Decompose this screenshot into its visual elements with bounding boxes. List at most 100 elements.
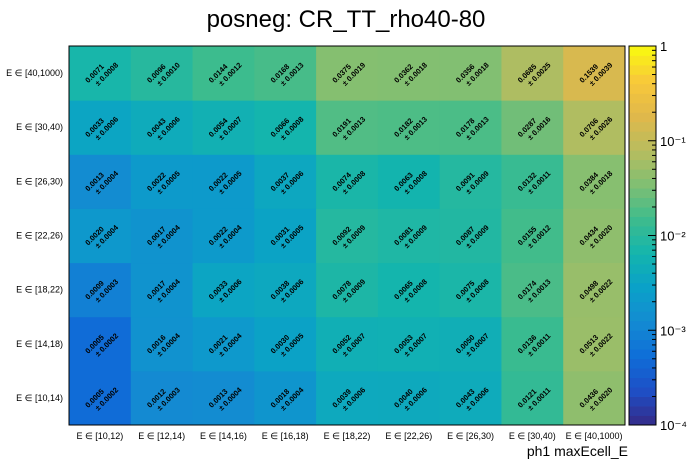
heatmap-cell: [316, 262, 379, 318]
x-tick-label: E ∈ [14,16): [200, 431, 247, 441]
colorbar-band: [629, 244, 656, 255]
colorbar-band: [629, 55, 656, 66]
colorbar-tick-label: 10⁻²: [660, 229, 686, 244]
heatmap-cell: [69, 46, 132, 101]
colorbar-band: [629, 150, 656, 161]
x-tick-label: E ∈ [12,14): [138, 431, 185, 441]
colorbar-band: [629, 263, 656, 274]
heatmap-cell: [563, 154, 626, 209]
colorbar-band: [629, 83, 656, 94]
heatmap-cell: [439, 100, 502, 155]
y-tick-label: E ∈ [26,30): [16, 176, 63, 186]
heatmap-cell: [130, 208, 194, 264]
colorbar-band: [629, 131, 656, 142]
colorbar-band: [629, 339, 656, 350]
colorbar-tick-label: 10⁻⁴: [660, 418, 687, 433]
colorbar-band: [629, 140, 656, 151]
heatmap-cell: [377, 100, 441, 155]
colorbar-band: [629, 330, 656, 341]
heatmap-cell: [563, 262, 626, 318]
heatmap-cell: [254, 316, 317, 372]
colorbar-band: [629, 74, 656, 85]
heatmap-cell: [377, 46, 441, 101]
x-tick-label: E ∈ [30,40): [509, 431, 556, 441]
heatmap-cell: [254, 154, 317, 209]
heatmap-cell: [130, 46, 194, 101]
colorbar-band: [629, 349, 656, 360]
colorbar-band: [629, 112, 656, 123]
heatmap-cell: [69, 316, 132, 372]
heatmap-cell: [254, 262, 317, 318]
heatmap-cells: [69, 46, 626, 426]
x-tick-label: E ∈ [18,22): [324, 431, 371, 441]
colorbar-band: [629, 377, 656, 388]
colorbar-band: [629, 169, 656, 180]
heatmap-cell: [69, 208, 132, 264]
heatmap-cell: [69, 262, 132, 318]
heatmap-cell: [192, 208, 255, 264]
heatmap-cell: [439, 316, 502, 372]
colorbar-band: [629, 368, 656, 379]
colorbar-band: [629, 387, 656, 397]
x-axis-label: ph1 maxEcell_E: [527, 443, 628, 459]
heatmap-cell: [316, 370, 379, 426]
heatmap-cell: [316, 208, 379, 264]
colorbar-band: [629, 235, 656, 246]
colorbar-band: [629, 396, 656, 407]
heatmap-cell: [69, 154, 132, 209]
colorbar-band: [629, 226, 656, 236]
heatmap-cell: [316, 154, 379, 209]
y-tick-label: E ∈ [22,26): [16, 231, 63, 241]
y-tick-label: E ∈ [14,18): [16, 339, 63, 349]
x-tick-label: E ∈ [40,1000): [566, 431, 623, 441]
x-tick-label: E ∈ [22,26): [385, 431, 432, 441]
heatmap-cell: [316, 316, 379, 372]
heatmap-cell: [130, 262, 194, 318]
heatmap-cell: [377, 154, 441, 209]
heatmap-cell: [563, 370, 626, 426]
heatmap-cell: [192, 154, 255, 209]
colorbar-tick-label: 10⁻³: [660, 323, 686, 338]
heatmap-cell: [192, 262, 255, 318]
x-tick-label: E ∈ [26,30): [447, 431, 494, 441]
x-axis-tick-labels: E ∈ [10,12) E ∈ [12,14) E ∈ [14,16) E ∈ [16…: [76, 431, 622, 441]
heatmap-cell: [316, 46, 379, 101]
heatmap-cell: [439, 262, 502, 318]
heatmap-cell: [254, 46, 317, 101]
colorbar-band: [629, 178, 656, 189]
colorbar-band: [629, 282, 656, 293]
heatmap-cell: [130, 316, 194, 372]
colorbar: [628, 45, 657, 426]
heatmap-cell: [501, 316, 564, 372]
colorbar-tick-label: 10⁻¹: [660, 134, 686, 149]
colorbar-band: [629, 358, 656, 369]
heatmap-cell: [254, 208, 317, 264]
heatmap-cell: [69, 370, 132, 426]
heatmap-cell: [439, 370, 502, 426]
heatmap-cell: [192, 316, 255, 372]
heatmap-cell: [377, 208, 441, 264]
x-tick-label: E ∈ [10,12): [76, 431, 123, 441]
y-tick-label: E ∈ [30,40): [16, 122, 63, 132]
colorbar-band: [629, 207, 656, 217]
colorbar-band: [629, 64, 656, 75]
heatmap-cell: [501, 100, 564, 155]
heatmap-cell: [130, 100, 194, 155]
colorbar-band: [629, 406, 656, 416]
y-axis-tick-labels: E ∈ [10,14) E ∈ [14,18) E ∈ [18,22) E ∈ [22…: [6, 68, 63, 403]
y-tick-label: E ∈ [10,14): [16, 393, 63, 403]
colorbar-band: [629, 93, 656, 104]
y-tick-label: E ∈ [40,1000): [6, 68, 63, 78]
heatmap-cell: [501, 208, 564, 264]
colorbar-tick-label: 1: [660, 39, 667, 54]
heatmap-cell: [377, 316, 441, 372]
heatmap-cell: [192, 100, 255, 155]
colorbar-band: [629, 46, 656, 56]
y-tick-label: E ∈ [18,22): [16, 285, 63, 295]
heatmap-cell: [316, 100, 379, 155]
colorbar-band: [629, 320, 656, 331]
colorbar-band: [629, 311, 656, 322]
plot-frame: [68, 45, 626, 426]
colorbar-band: [629, 216, 656, 227]
